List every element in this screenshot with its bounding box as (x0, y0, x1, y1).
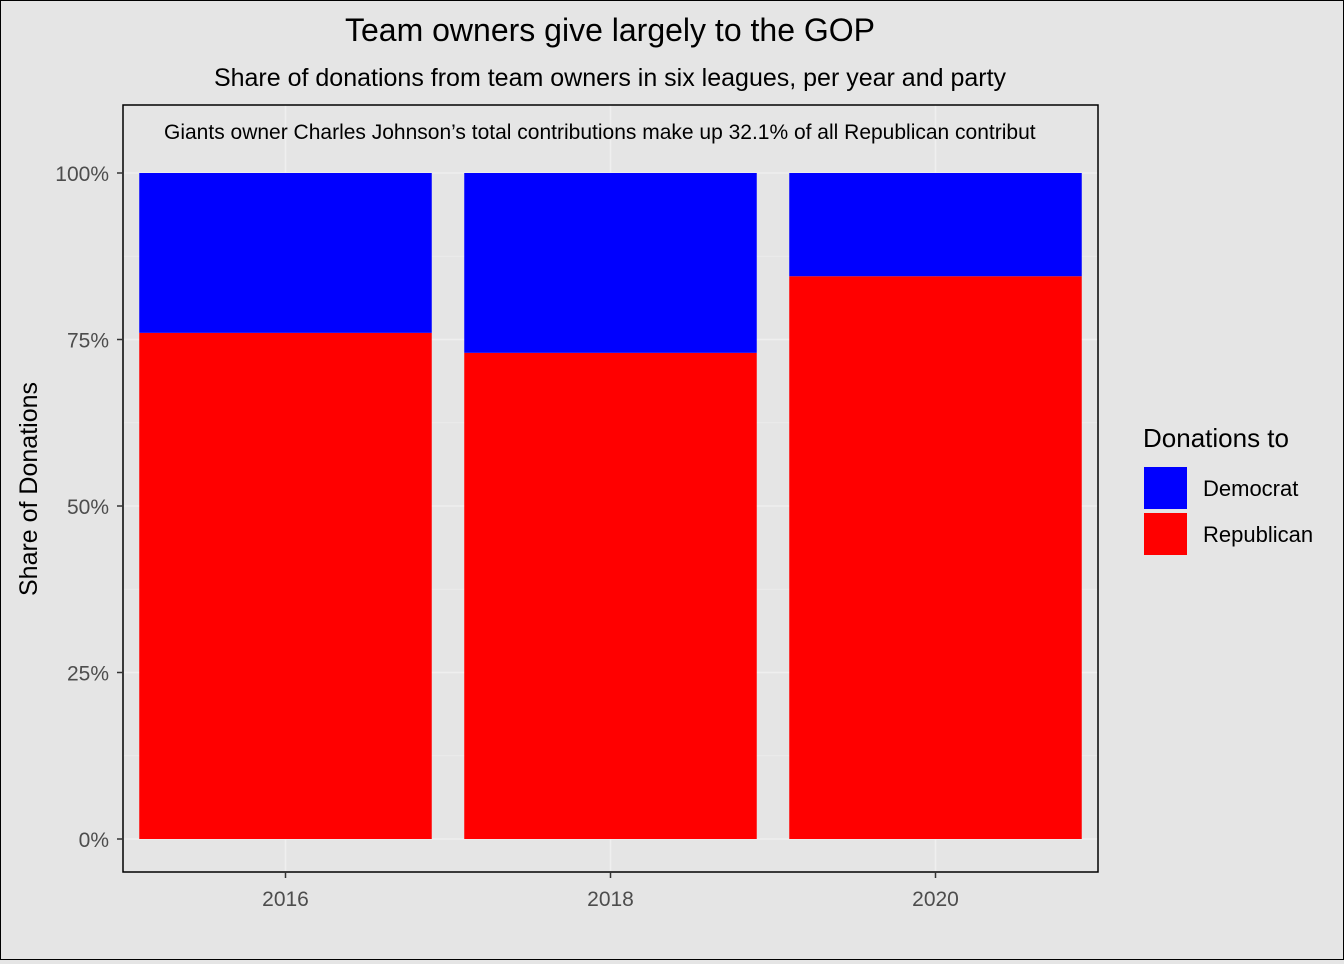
bar-republican-2016 (139, 332, 432, 839)
y-axis-label: Share of Donations (15, 382, 43, 596)
legend: Donations to Democrat Republican (1143, 423, 1313, 555)
legend-title: Donations to (1143, 423, 1289, 453)
chart-annotation: Giants owner Charles Johnson’s total con… (164, 121, 1036, 144)
y-tick-label: 75% (67, 330, 109, 353)
x-tick-label: 2020 (912, 888, 959, 911)
y-tick-label: 25% (67, 663, 109, 686)
y-tick-label: 0% (79, 829, 109, 852)
legend-key-republican (1144, 513, 1187, 555)
legend-label-republican: Republican (1203, 522, 1313, 547)
y-tick-label: 100% (55, 163, 109, 186)
legend-key-democrat (1144, 467, 1187, 509)
bar-democrat-2020 (789, 173, 1082, 277)
bar-republican-2018 (464, 352, 757, 839)
bar-group (139, 173, 1082, 840)
bar-republican-2020 (789, 276, 1082, 840)
legend-label-democrat: Democrat (1203, 476, 1298, 501)
chart-title: Team owners give largely to the GOP (345, 12, 875, 48)
bar-democrat-2016 (139, 173, 432, 333)
axes: 0% 25% 50% 75% 100% 2016 2018 2020 (55, 163, 959, 911)
bar-democrat-2018 (464, 173, 757, 353)
x-tick-label: 2016 (262, 888, 309, 911)
x-tick-label: 2018 (587, 888, 634, 911)
y-tick-label: 50% (67, 496, 109, 519)
chart-subtitle: Share of donations from team owners in s… (214, 64, 1007, 92)
